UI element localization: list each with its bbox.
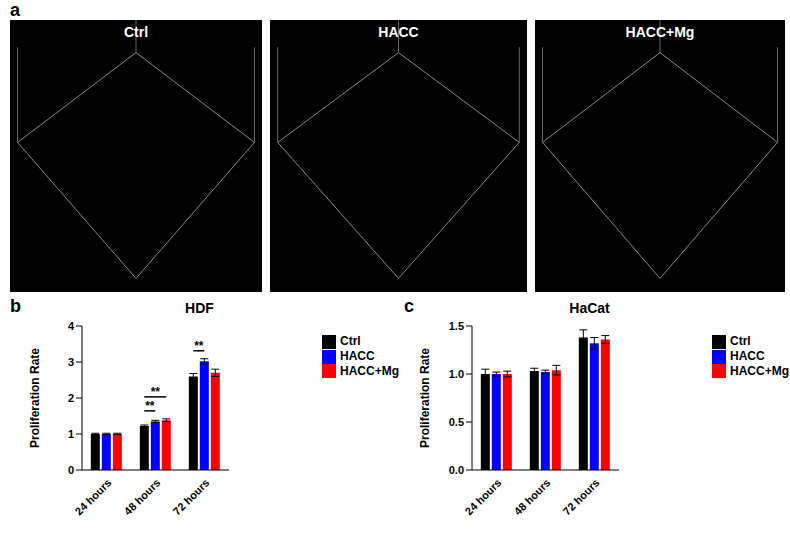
html-text:Ctrl: Ctrl xyxy=(340,334,361,348)
html-text:Ctrl: Ctrl xyxy=(730,334,751,348)
svg-text:2: 2 xyxy=(68,392,74,404)
svg-text:72 hours: 72 hours xyxy=(171,476,212,517)
html-text:HaCat: HaCat xyxy=(569,300,610,316)
svg-text:4: 4 xyxy=(68,320,75,332)
html-text:HACC: HACC xyxy=(730,348,765,363)
svg-text:1: 1 xyxy=(68,428,74,440)
html-text:HACC+Mg: HACC+Mg xyxy=(625,24,695,40)
svg-text:24 hours: 24 hours xyxy=(73,476,114,517)
html-text:HACC: HACC xyxy=(340,348,375,363)
svg-text:0.0: 0.0 xyxy=(449,464,464,476)
svg-text:**: ** xyxy=(151,385,161,399)
svg-text:1.0: 1.0 xyxy=(449,368,464,380)
svg-text:1.5: 1.5 xyxy=(449,320,464,332)
html-text:c: c xyxy=(404,296,414,316)
html-text:HACC+Mg: HACC+Mg xyxy=(730,363,789,378)
svg-text:24 hours: 24 hours xyxy=(463,476,504,517)
svg-text:**: ** xyxy=(194,339,204,353)
html-text:HACC+Mg: HACC+Mg xyxy=(340,363,399,378)
html-text:a: a xyxy=(10,0,20,20)
svg-text:48 hours: 48 hours xyxy=(122,476,163,517)
svg-text:**: ** xyxy=(145,399,155,413)
svg-text:0: 0 xyxy=(68,464,74,476)
svg-text:48 hours: 48 hours xyxy=(512,476,553,517)
html-text:b: b xyxy=(10,296,21,316)
html-text:HDF: HDF xyxy=(185,300,214,316)
svg-text:Proliferation Rate: Proliferation Rate xyxy=(28,348,42,448)
html-text:HACC: HACC xyxy=(378,24,419,40)
svg-text:0.5: 0.5 xyxy=(449,416,464,428)
svg-text:72 hours: 72 hours xyxy=(561,476,602,517)
svg-text:Proliferation Rate: Proliferation Rate xyxy=(418,348,432,448)
html-text:Ctrl: Ctrl xyxy=(123,24,149,40)
svg-text:3: 3 xyxy=(68,356,74,368)
